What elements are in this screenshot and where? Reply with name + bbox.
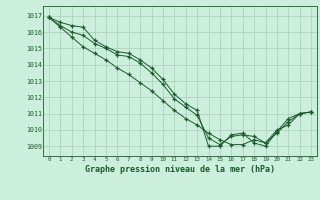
- X-axis label: Graphe pression niveau de la mer (hPa): Graphe pression niveau de la mer (hPa): [85, 165, 275, 174]
